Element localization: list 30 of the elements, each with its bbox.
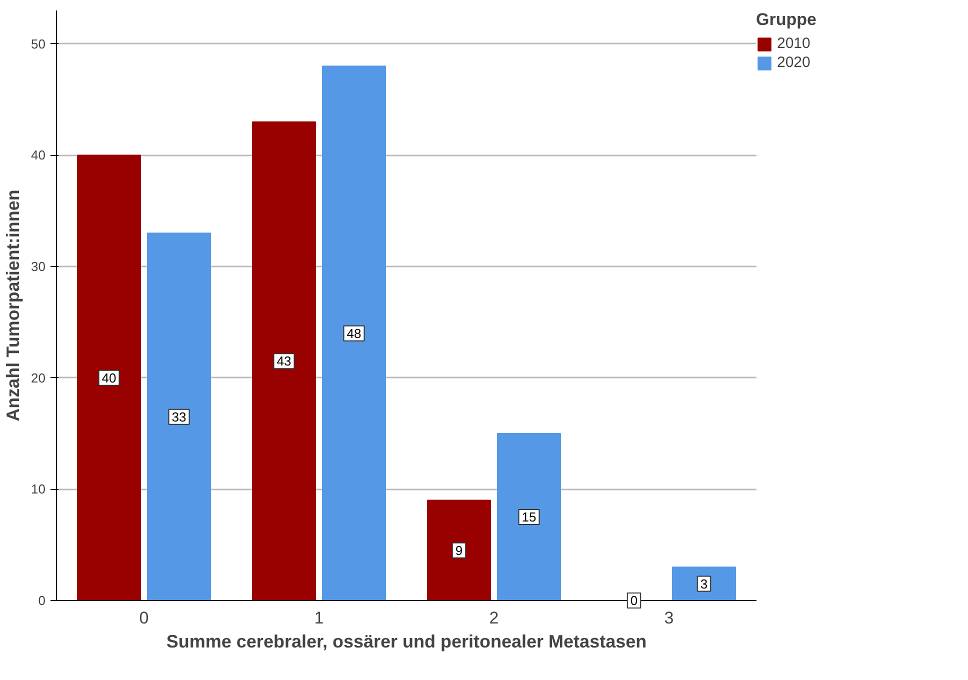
data-label: 3	[700, 576, 708, 592]
x-tick-label: 1	[314, 608, 324, 628]
y-axis-title: Anzahl Tumorpatient:innen	[3, 190, 24, 422]
data-label: 0	[630, 593, 638, 608]
data-label: 48	[346, 326, 362, 341]
legend-label: 2010	[777, 35, 810, 52]
data-label: 43	[276, 354, 292, 369]
y-tick-label: 30	[31, 259, 46, 274]
bar	[147, 232, 211, 600]
data-label: 33	[172, 409, 186, 424]
bar	[252, 121, 316, 600]
x-axis-title: Summe cerebraler, ossärer und peritonealer Metastasen	[166, 632, 647, 652]
y-tick-label: 10	[31, 482, 46, 497]
legend-label: 2020	[777, 54, 810, 71]
y-tick-label: 20	[31, 370, 46, 386]
bar	[77, 154, 141, 600]
data-label: 9	[455, 542, 463, 558]
bar	[427, 500, 491, 600]
y-tick-label: 40	[31, 148, 46, 163]
bar	[672, 566, 736, 600]
x-tick-label: 3	[664, 608, 674, 628]
data-label: 15	[522, 510, 536, 525]
x-tick-label: 0	[139, 608, 149, 628]
y-tick-label: 50	[31, 36, 46, 52]
y-tick-label: 0	[38, 593, 46, 608]
bar	[497, 433, 561, 600]
data-label: 40	[102, 370, 116, 386]
bar	[322, 66, 386, 600]
legend-title: Gruppe	[756, 10, 816, 30]
x-tick-label: 2	[489, 608, 499, 628]
